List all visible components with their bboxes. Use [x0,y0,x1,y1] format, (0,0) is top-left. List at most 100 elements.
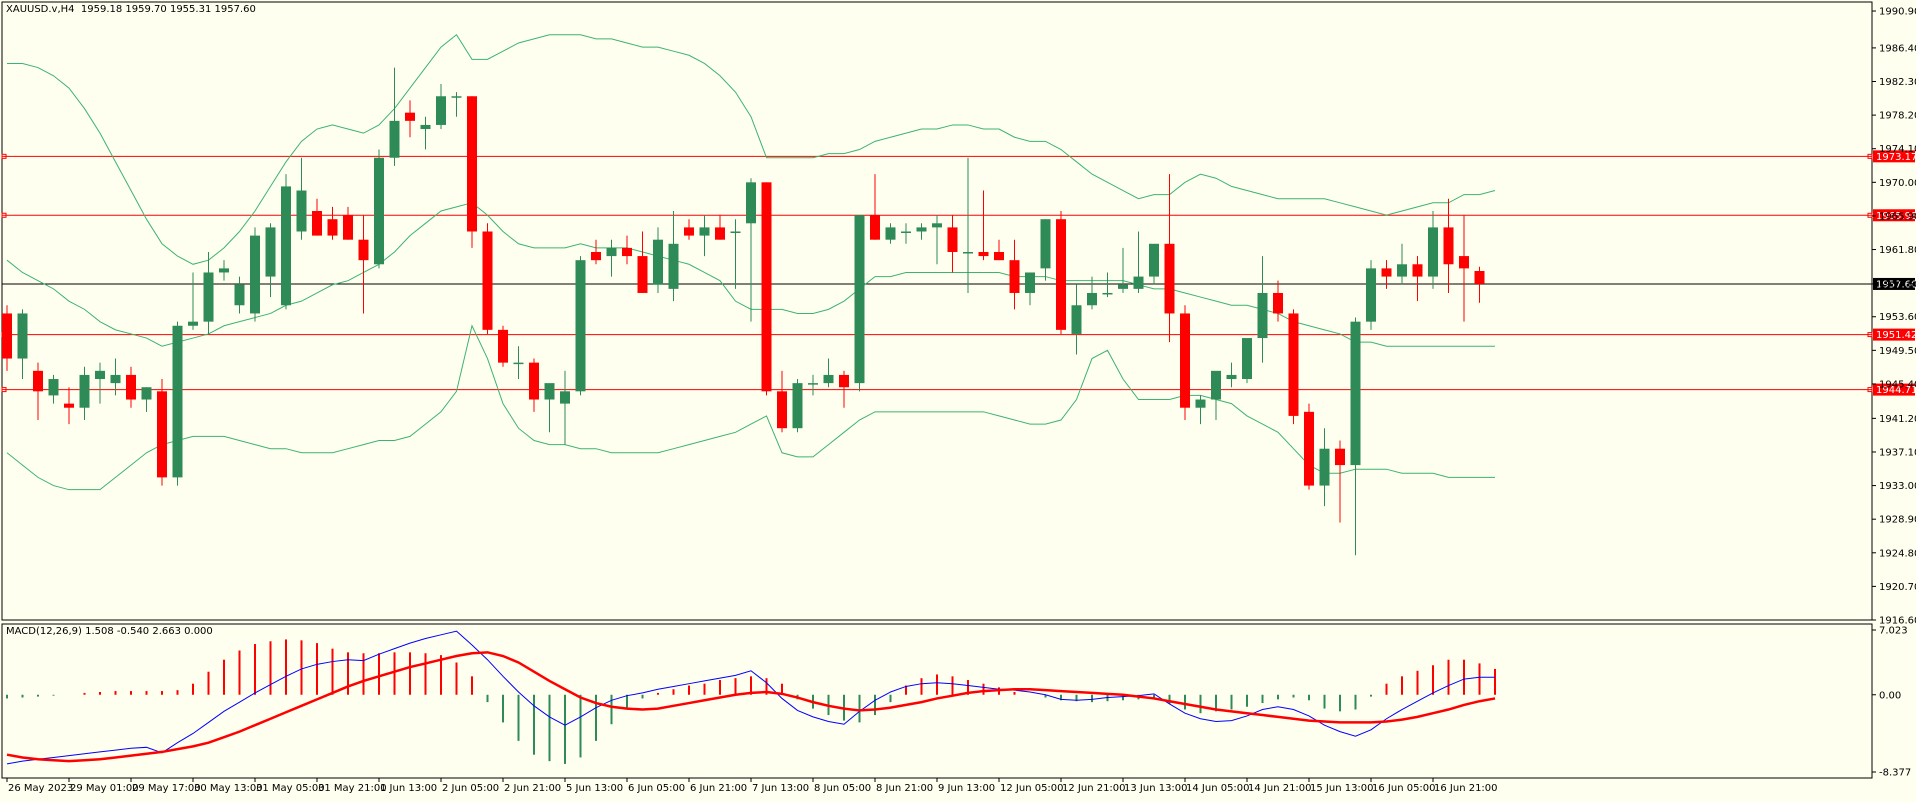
candle [17,309,28,380]
candle-body [451,96,462,98]
candle-body [777,391,787,429]
candle [1009,239,1020,310]
candle-body [932,223,942,228]
candle [126,366,136,408]
time-tick-label: 2 Jun 21:00 [504,783,561,794]
candle-body [1025,272,1035,293]
macd-tick-label: -8.377 [1879,768,1911,779]
candle [1087,276,1097,310]
candle-body [761,182,772,392]
candle-body [188,321,198,326]
candle-body [358,239,369,261]
candle [482,223,493,334]
level-price-tag [1873,328,1915,341]
candle-body [1257,292,1268,339]
candle [374,149,384,269]
candle [1412,256,1423,302]
candle-body [79,374,90,408]
candle-body [575,260,586,392]
candle-body [1211,370,1221,400]
candle-body [1133,276,1144,289]
candle [1102,272,1113,298]
price-tick-label: 1970.00 [1879,178,1916,189]
candle [110,358,121,396]
candle-body [1149,243,1159,277]
level-anchor-left[interactable] [1,212,7,218]
candle [420,116,431,150]
candle-body [343,215,353,240]
candle [808,374,818,396]
candle-body [684,227,694,236]
candle-body [234,284,245,306]
candle-body [823,374,834,384]
price-tick-label: 1924.80 [1879,548,1916,559]
candle-body [482,231,493,330]
time-tick-label: 6 Jun 05:00 [628,783,685,794]
candle [668,211,679,302]
candle [1164,174,1175,343]
candle [792,379,803,433]
candle [219,260,229,281]
candle [188,272,198,330]
candle [777,370,787,433]
time-tick-label: 5 Jun 13:00 [566,783,623,794]
macd-signal-line [6,651,1496,763]
candle-body [33,370,43,392]
time-tick-label: 8 Jun 05:00 [814,783,871,794]
candle [730,219,741,289]
candle-body [901,231,911,233]
candle-body [203,272,214,322]
level-anchor-right[interactable] [1867,387,1873,393]
candle [1381,260,1392,289]
level-anchor-left[interactable] [1,387,7,393]
candle [1025,272,1035,306]
candle [64,387,74,425]
candle [885,223,896,244]
candle [1459,215,1469,322]
level-anchor-right[interactable] [1867,332,1873,338]
candle [653,227,663,293]
candle [467,96,477,248]
level-anchor-right[interactable] [1867,153,1873,159]
level-anchor-right[interactable] [1867,212,1873,218]
candle [2,305,12,371]
macd-main-line [6,630,1495,765]
time-tick-label: 31 May 21:00 [318,783,387,794]
time-tick-label: 16 Jun 21:00 [1434,783,1498,794]
candle [1242,338,1252,384]
candle-body [1164,243,1175,314]
candle [79,366,90,421]
candle-body [1102,292,1113,295]
price-tick-label: 1941.20 [1879,414,1916,425]
candle [327,206,338,240]
candle [963,157,973,293]
candle [1071,284,1082,355]
candle-body [1288,313,1299,416]
price-tick-label: 1928.90 [1879,515,1916,526]
candle-body [994,251,1004,261]
candle [761,182,772,396]
price-tick-label: 1978.20 [1879,111,1916,122]
candle [436,83,446,130]
candle [1040,219,1051,281]
level-anchor-left[interactable] [1,153,7,159]
candle-body [560,391,570,404]
candle-body [1350,321,1361,466]
candle [1195,395,1206,425]
candle-body [1009,260,1020,293]
candle [978,190,989,261]
candle [544,383,555,433]
candle [250,227,260,322]
candle [746,178,756,322]
price-axis: 1990.90 1986.40 1982.30 1978.20 1974.10 1970.… [1872,7,1916,627]
candle-body [467,96,477,232]
candle-body [219,268,229,273]
candle [932,215,942,265]
candle [343,206,353,240]
candle-body [885,227,896,240]
current-price-label: 1957.60 [1876,279,1916,290]
time-tick-label: 13 Jun 13:00 [1124,783,1188,794]
candle-body [1087,292,1097,306]
